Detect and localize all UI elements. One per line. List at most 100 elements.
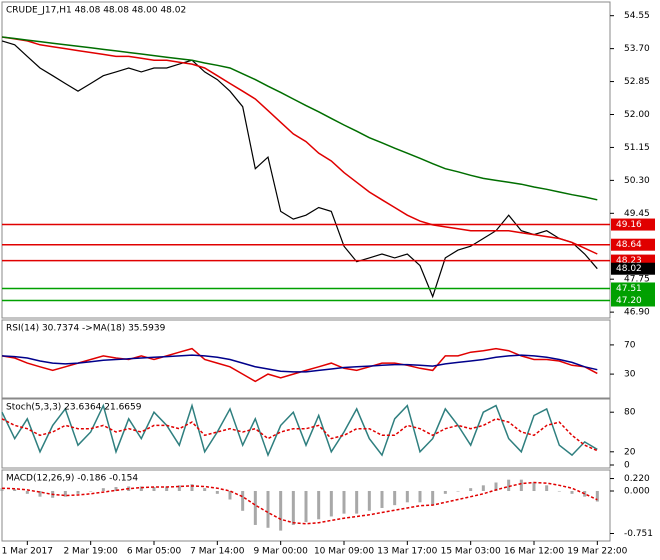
histogram-bar	[114, 487, 118, 491]
histogram-bar	[367, 490, 371, 511]
histogram-bar	[291, 490, 295, 525]
level-label-box	[611, 282, 655, 295]
x-tick-label: 6 Mar 05:00	[127, 547, 182, 557]
y-tick-label: 53.70	[624, 44, 650, 54]
histogram-bar	[215, 490, 219, 494]
panel-frame	[1, 469, 611, 542]
last-price-box	[611, 262, 655, 275]
x-tick-label: 19 Mar 22:00	[567, 547, 627, 557]
x-tick-label: 10 Mar 09:00	[314, 547, 374, 557]
y-tick-label: -0.751	[624, 529, 653, 539]
histogram-bar	[25, 490, 29, 494]
x-tick-label: 16 Mar 12:00	[504, 547, 564, 557]
histogram-bar	[570, 490, 574, 494]
histogram-bar	[13, 489, 17, 491]
histogram-bar	[443, 490, 447, 494]
level-label: 47.51	[616, 284, 642, 294]
histogram-bar	[228, 490, 232, 500]
level-label: 48.23	[616, 256, 642, 266]
panel-title: CRUDE_J17,H1 48.08 48.08 48.00 48.02	[6, 6, 186, 16]
panel-frame	[1, 398, 611, 469]
y-tick-label: 47.75	[624, 275, 650, 285]
histogram-bar	[76, 490, 80, 494]
x-tick-label: 2 Mar 19:00	[63, 547, 118, 557]
histogram-bar	[456, 490, 460, 492]
histogram-bar	[101, 488, 105, 491]
panel-title: RSI(14) 30.7374 ->MA(18) 35.5939	[6, 324, 166, 334]
histogram-bar	[507, 479, 511, 491]
histogram-bar	[190, 484, 194, 491]
histogram-bar	[418, 490, 422, 503]
histogram-bar	[203, 488, 207, 491]
histogram-bar	[89, 490, 93, 492]
series-line	[1, 347, 598, 383]
series-line	[1, 481, 598, 525]
level-label-box	[611, 238, 655, 251]
x-tick-label: 9 Mar 00:00	[253, 547, 308, 557]
histogram-bar	[431, 490, 435, 506]
histogram-bar	[519, 479, 523, 491]
histogram-bar	[266, 490, 270, 528]
histogram-bar	[557, 490, 561, 492]
histogram-bar	[355, 490, 359, 514]
series-line	[1, 36, 598, 201]
histogram-bar	[532, 482, 536, 491]
y-tick-label: 46.90	[624, 308, 650, 318]
histogram-bar	[317, 490, 321, 520]
panel-frame	[1, 319, 611, 399]
histogram-bar	[304, 490, 308, 523]
level-label: 48.64	[616, 240, 642, 250]
y-tick-label: 70	[624, 340, 636, 350]
histogram-bar	[279, 490, 283, 531]
histogram-bar	[481, 485, 485, 491]
y-tick-label: 50.30	[624, 176, 650, 186]
x-tick-label: 7 Mar 14:00	[190, 547, 245, 557]
x-tick-label: 1 Mar 2017	[2, 547, 53, 557]
y-tick-label: 49.45	[624, 209, 650, 219]
x-tick-label: 15 Mar 03:00	[441, 547, 501, 557]
series-line	[1, 402, 598, 458]
level-label: 49.16	[616, 220, 642, 230]
y-tick-label: 30	[624, 370, 636, 380]
panel-title: MACD(12,26,9) -0.186 -0.154	[6, 474, 138, 484]
y-tick-label: 0.220	[624, 474, 650, 484]
histogram-bar	[595, 490, 599, 502]
histogram-bar	[393, 490, 397, 506]
histogram-bar	[545, 485, 549, 491]
panel-title: Stoch(5,3,3) 23.6364 21.6659	[6, 403, 142, 413]
histogram-bar	[165, 486, 169, 491]
histogram-bar	[241, 490, 245, 511]
series-line	[1, 36, 598, 255]
series-line	[1, 354, 598, 373]
y-tick-label: 20	[624, 447, 636, 457]
series-line	[1, 40, 598, 299]
y-tick-label: 52.00	[624, 110, 650, 120]
level-label: 47.20	[616, 296, 642, 306]
y-tick-label: 52.85	[624, 77, 650, 87]
histogram-bar	[405, 490, 409, 503]
histogram-bar	[380, 490, 384, 508]
histogram-bar	[63, 490, 67, 497]
x-tick-label: 13 Mar 17:00	[377, 547, 437, 557]
histogram-bar	[139, 486, 143, 491]
histogram-bar	[0, 488, 4, 491]
histogram-bar	[469, 488, 473, 491]
y-tick-label: 54.55	[624, 11, 650, 21]
y-tick-label: 0.000	[624, 486, 650, 496]
histogram-bar	[494, 482, 498, 491]
histogram-bar	[38, 490, 42, 497]
series-line	[1, 418, 598, 452]
level-label-box	[611, 218, 655, 231]
histogram-bar	[253, 490, 257, 525]
last-price-label: 48.02	[616, 264, 642, 274]
histogram-bar	[177, 485, 181, 491]
y-tick-label: 51.15	[624, 143, 650, 153]
level-label-box	[611, 294, 655, 307]
histogram-bar	[342, 490, 346, 514]
panel-frame	[1, 1, 611, 319]
y-tick-label: 80	[624, 408, 636, 418]
histogram-bar	[152, 487, 156, 491]
y-tick-label: 0	[624, 461, 630, 471]
histogram-bar	[329, 490, 333, 517]
